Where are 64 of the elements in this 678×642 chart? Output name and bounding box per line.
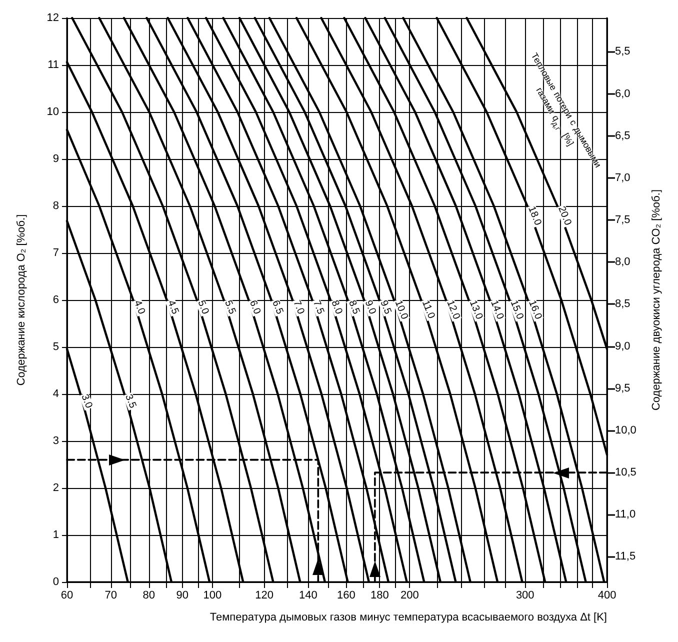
y2-tick-label: 10,0 xyxy=(615,424,636,436)
text: 14.0 xyxy=(488,298,506,322)
text: 10.0 xyxy=(392,298,410,322)
text: 8.5 xyxy=(346,298,362,316)
y-tick-label: 8 xyxy=(52,200,59,212)
x-tick-label: 60 xyxy=(60,590,74,602)
y-tick-label: 5 xyxy=(52,341,59,353)
text: 5.0 xyxy=(195,298,211,316)
x-tick-label: 70 xyxy=(104,590,118,602)
y-tick-label: 11 xyxy=(48,59,59,71)
y2-tick-label: 6,0 xyxy=(615,88,630,100)
x-tick-label: 400 xyxy=(598,590,616,602)
y2-tick-label: 7,0 xyxy=(615,172,630,184)
y-tick-label: 3 xyxy=(52,435,59,447)
y-tick-label: 1 xyxy=(52,529,59,541)
text: 6.0 xyxy=(246,298,263,316)
text: 7.5 xyxy=(310,298,326,316)
x-tick-label: 90 xyxy=(176,590,189,602)
x-tick-label: 120 xyxy=(255,590,274,602)
y-tick-label: 9 xyxy=(52,153,59,165)
y2-tick-label: 9,0 xyxy=(615,340,630,352)
text: 5.5 xyxy=(222,298,238,316)
text: 3.5 xyxy=(122,392,138,410)
y2-tick-label: 5,5 xyxy=(615,46,630,58)
x-tick-label: 180 xyxy=(370,590,389,602)
y2-tick-label: 7,5 xyxy=(615,214,630,226)
text: 20.0 xyxy=(556,204,574,228)
text: 13.0 xyxy=(467,298,485,322)
y-tick-label: 12 xyxy=(46,12,59,24)
text: 9.0 xyxy=(362,298,378,316)
text: 12.0 xyxy=(444,298,462,322)
x-tick-label: 140 xyxy=(298,590,318,602)
y2-tick-label: 8,5 xyxy=(615,298,630,310)
text: 9.5 xyxy=(378,298,394,316)
text: 15.0 xyxy=(508,298,526,322)
text: 18.0 xyxy=(526,204,544,228)
y-tick-label: 4 xyxy=(52,388,59,400)
text: 4.0 xyxy=(131,298,148,316)
x-tick-label: 160 xyxy=(337,590,356,602)
text: 11.0 xyxy=(419,298,437,321)
x-tick-label: 100 xyxy=(203,590,222,602)
text: 16.0 xyxy=(526,298,544,322)
y2-tick-label: 8,0 xyxy=(615,256,630,268)
text: 3.0 xyxy=(78,392,94,410)
y-tick-label: 7 xyxy=(52,247,59,259)
y-tick-label: 10 xyxy=(46,106,59,118)
x-tick-label: 80 xyxy=(142,590,156,602)
y2-tick-label: 6,5 xyxy=(615,130,630,142)
y2-tick-label: 11,5 xyxy=(615,550,636,563)
text: 6.5 xyxy=(270,298,286,316)
x-tick-label: 300 xyxy=(516,590,534,602)
text: 7.0 xyxy=(290,298,306,316)
y2-tick-label: 11,0 xyxy=(615,508,636,521)
y2-tick-label: 10,5 xyxy=(615,466,636,479)
text: 8.0 xyxy=(328,298,344,316)
y2-axis-title: Содержание двуокиси углерода CO₂ [%об.] xyxy=(650,189,662,411)
y-tick-label: 0 xyxy=(52,576,59,588)
text: 4.5 xyxy=(165,298,181,316)
y-axis-title: Содержание кислорода O₂ [%об.] xyxy=(16,214,28,386)
y2-tick-label: 9,5 xyxy=(615,382,630,394)
x-tick-label: 200 xyxy=(400,590,419,602)
y-tick-label: 6 xyxy=(52,294,59,306)
y-tick-label: 2 xyxy=(52,482,59,494)
x-axis-title: Температура дымовых газов минус температура всасываемого воздуха Δt [K] xyxy=(210,612,607,624)
